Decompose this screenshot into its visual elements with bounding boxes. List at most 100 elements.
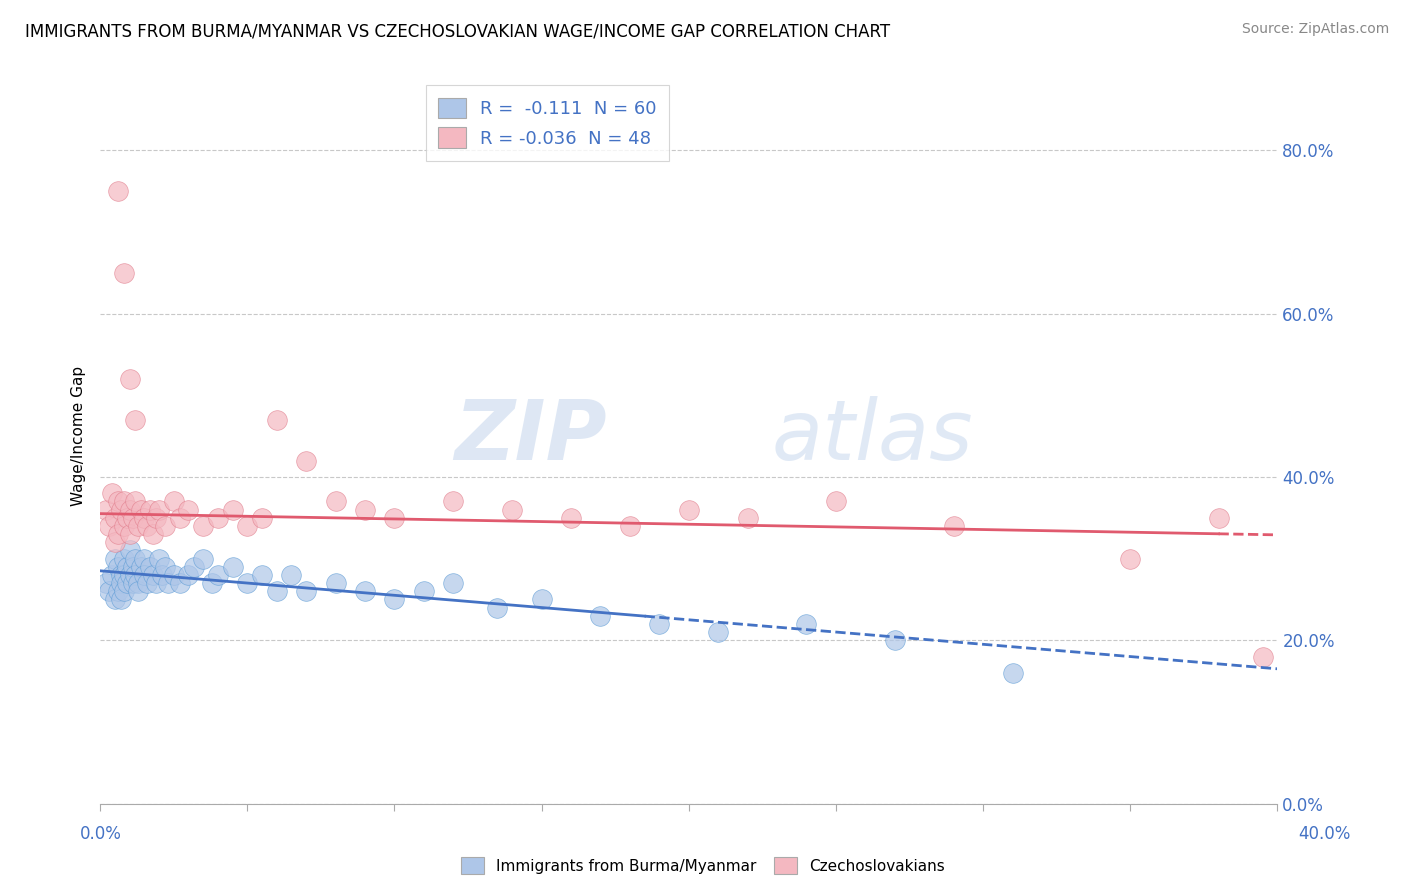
Point <box>169 510 191 524</box>
Point <box>97 519 120 533</box>
Point <box>163 567 186 582</box>
Text: 40.0%: 40.0% <box>1298 825 1351 843</box>
Point <box>110 592 132 607</box>
Point <box>441 576 464 591</box>
Text: ZIP: ZIP <box>454 395 606 476</box>
Point <box>131 559 153 574</box>
Point <box>118 527 141 541</box>
Point <box>1251 649 1274 664</box>
Point <box>94 576 117 591</box>
Point <box>136 576 159 591</box>
Point <box>112 584 135 599</box>
Point <box>145 510 167 524</box>
Point <box>177 567 200 582</box>
Text: 0.0%: 0.0% <box>80 825 122 843</box>
Point <box>169 576 191 591</box>
Point <box>121 559 143 574</box>
Point <box>112 494 135 508</box>
Point <box>148 502 170 516</box>
Point <box>142 527 165 541</box>
Point <box>104 551 127 566</box>
Point <box>560 510 582 524</box>
Point <box>207 567 229 582</box>
Point <box>118 567 141 582</box>
Point <box>236 519 259 533</box>
Point <box>354 502 377 516</box>
Point <box>150 567 173 582</box>
Point <box>139 559 162 574</box>
Point <box>104 592 127 607</box>
Point <box>177 502 200 516</box>
Point <box>1119 551 1142 566</box>
Text: Source: ZipAtlas.com: Source: ZipAtlas.com <box>1241 22 1389 37</box>
Point <box>153 559 176 574</box>
Point <box>107 559 129 574</box>
Point <box>101 567 124 582</box>
Point <box>354 584 377 599</box>
Point <box>118 372 141 386</box>
Point <box>104 535 127 549</box>
Point <box>127 576 149 591</box>
Point <box>501 502 523 516</box>
Point <box>221 559 243 574</box>
Point <box>201 576 224 591</box>
Point <box>295 584 318 599</box>
Point <box>148 551 170 566</box>
Point <box>124 551 146 566</box>
Point <box>127 584 149 599</box>
Point <box>250 510 273 524</box>
Point <box>384 592 406 607</box>
Point <box>163 494 186 508</box>
Point <box>1001 665 1024 680</box>
Point <box>118 502 141 516</box>
Text: atlas: atlas <box>770 395 973 476</box>
Point <box>183 559 205 574</box>
Point <box>97 584 120 599</box>
Point <box>142 567 165 582</box>
Point <box>107 527 129 541</box>
Point <box>191 519 214 533</box>
Point <box>112 266 135 280</box>
Point <box>325 494 347 508</box>
Point <box>127 519 149 533</box>
Point <box>110 502 132 516</box>
Point <box>104 510 127 524</box>
Point <box>136 519 159 533</box>
Point <box>825 494 848 508</box>
Point <box>441 494 464 508</box>
Point <box>648 616 671 631</box>
Legend: R =  -0.111  N = 60, R = -0.036  N = 48: R = -0.111 N = 60, R = -0.036 N = 48 <box>426 85 669 161</box>
Point <box>280 567 302 582</box>
Point <box>134 510 156 524</box>
Point <box>107 184 129 198</box>
Point <box>115 576 138 591</box>
Point <box>115 559 138 574</box>
Point <box>266 584 288 599</box>
Point <box>325 576 347 591</box>
Point <box>115 510 138 524</box>
Point <box>250 567 273 582</box>
Point <box>112 567 135 582</box>
Point <box>486 600 509 615</box>
Point <box>707 625 730 640</box>
Point <box>796 616 818 631</box>
Point <box>110 576 132 591</box>
Point <box>121 510 143 524</box>
Point <box>145 576 167 591</box>
Point <box>118 543 141 558</box>
Point <box>156 576 179 591</box>
Point <box>121 576 143 591</box>
Point <box>295 453 318 467</box>
Point <box>384 510 406 524</box>
Point <box>883 633 905 648</box>
Point <box>94 502 117 516</box>
Point <box>134 551 156 566</box>
Point <box>153 519 176 533</box>
Point <box>530 592 553 607</box>
Point <box>678 502 700 516</box>
Point <box>942 519 965 533</box>
Point <box>221 502 243 516</box>
Point <box>236 576 259 591</box>
Point <box>589 608 612 623</box>
Point <box>412 584 434 599</box>
